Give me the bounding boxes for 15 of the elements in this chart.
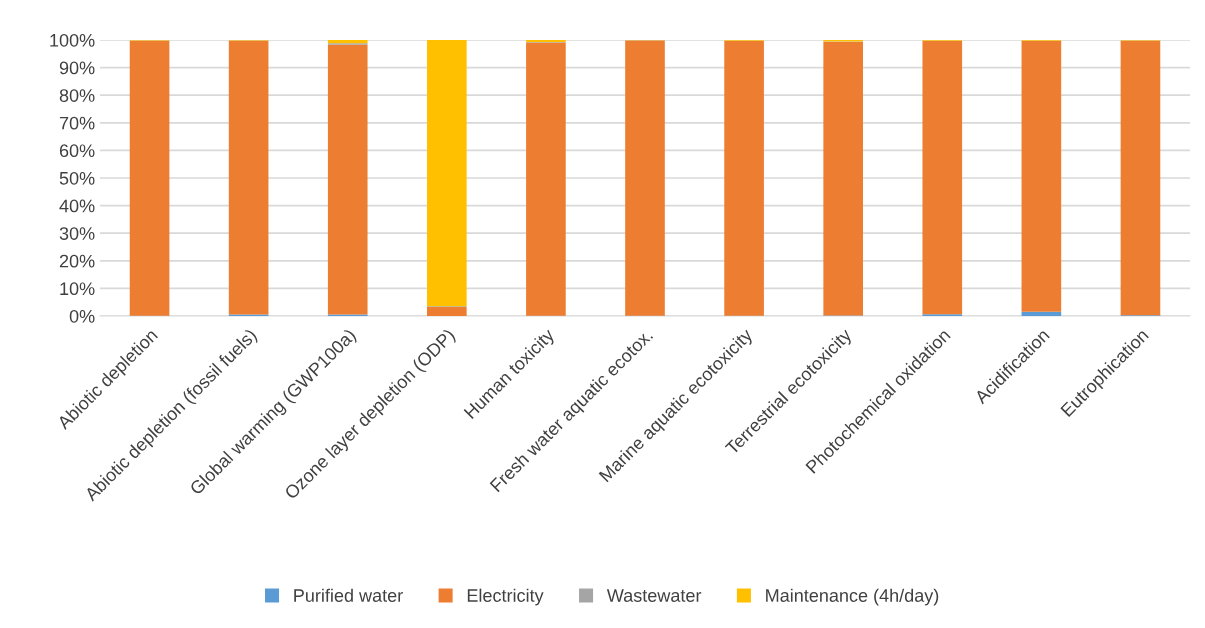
y-tick-label: 80% — [59, 89, 95, 102]
legend-label: Purified water — [294, 588, 403, 602]
y-tick-label: 30% — [59, 227, 95, 240]
legend-label: Electricity — [467, 588, 544, 606]
y-tick-label: 90% — [59, 61, 95, 75]
y-tick-label: 100% — [50, 33, 95, 47]
y-tick-label: 60% — [59, 144, 95, 158]
y-tick-label: 20% — [59, 254, 95, 268]
y-tick-label: 70% — [59, 116, 95, 130]
y-tick-label: 50% — [59, 171, 95, 185]
y-tick-label: 0% — [69, 309, 95, 323]
y-tick-label: 40% — [59, 199, 95, 213]
legend-label: Wastewater — [606, 589, 702, 602]
y-tick-label: 10% — [60, 282, 95, 296]
legend-label: Maintenance (4h/day) — [766, 588, 939, 606]
